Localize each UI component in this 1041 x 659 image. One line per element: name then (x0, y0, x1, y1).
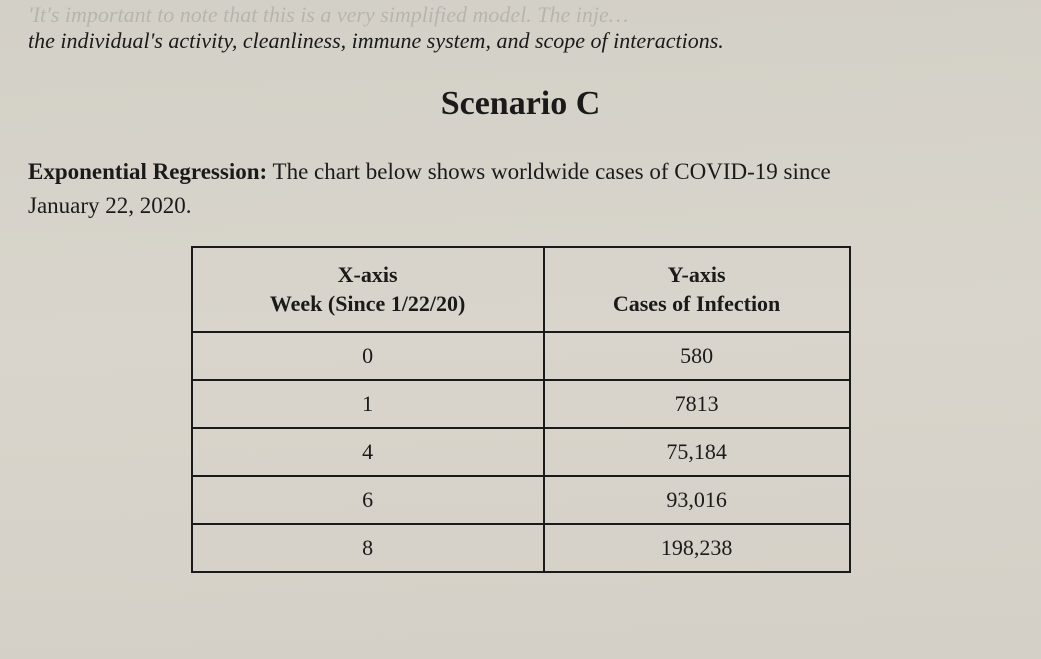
table-row: 0 580 (192, 332, 850, 380)
intro-lead: Exponential Regression: (28, 159, 267, 184)
intro-body-2: January 22, 2020. (28, 193, 192, 218)
cell-week: 8 (192, 524, 544, 572)
cell-week: 0 (192, 332, 544, 380)
col-header-week: X-axis Week (Since 1/22/20) (192, 247, 544, 332)
col-header-cases-subtitle: Cases of Infection (553, 289, 841, 319)
scenario-title: Scenario C (28, 85, 1013, 123)
table-row: 8 198,238 (192, 524, 850, 572)
cell-cases: 580 (544, 332, 850, 380)
cell-week: 4 (192, 428, 544, 476)
cell-week: 1 (192, 380, 544, 428)
cutoff-line-2: the individual's activity, cleanliness, … (28, 28, 1013, 54)
cutoff-line-1: 'It's important to note that this is a v… (28, 2, 1013, 28)
cases-table: X-axis Week (Since 1/22/20) Y-axis Cases… (191, 246, 851, 573)
cell-week: 6 (192, 476, 544, 524)
intro-paragraph: Exponential Regression: The chart below … (28, 155, 1013, 224)
table-row: 4 75,184 (192, 428, 850, 476)
intro-body-1: The chart below shows worldwide cases of… (267, 159, 831, 184)
col-header-cases: Y-axis Cases of Infection (544, 247, 850, 332)
cell-cases: 198,238 (544, 524, 850, 572)
col-header-week-subtitle: Week (Since 1/22/20) (201, 289, 535, 319)
table-header-row: X-axis Week (Since 1/22/20) Y-axis Cases… (192, 247, 850, 332)
table-row: 1 7813 (192, 380, 850, 428)
cell-cases: 7813 (544, 380, 850, 428)
table-row: 6 93,016 (192, 476, 850, 524)
cell-cases: 75,184 (544, 428, 850, 476)
cell-cases: 93,016 (544, 476, 850, 524)
col-header-week-title: X-axis (338, 262, 398, 287)
worksheet-page: 'It's important to note that this is a v… (0, 0, 1041, 659)
col-header-cases-title: Y-axis (668, 262, 726, 287)
cutoff-text: 'It's important to note that this is a v… (28, 0, 1013, 55)
